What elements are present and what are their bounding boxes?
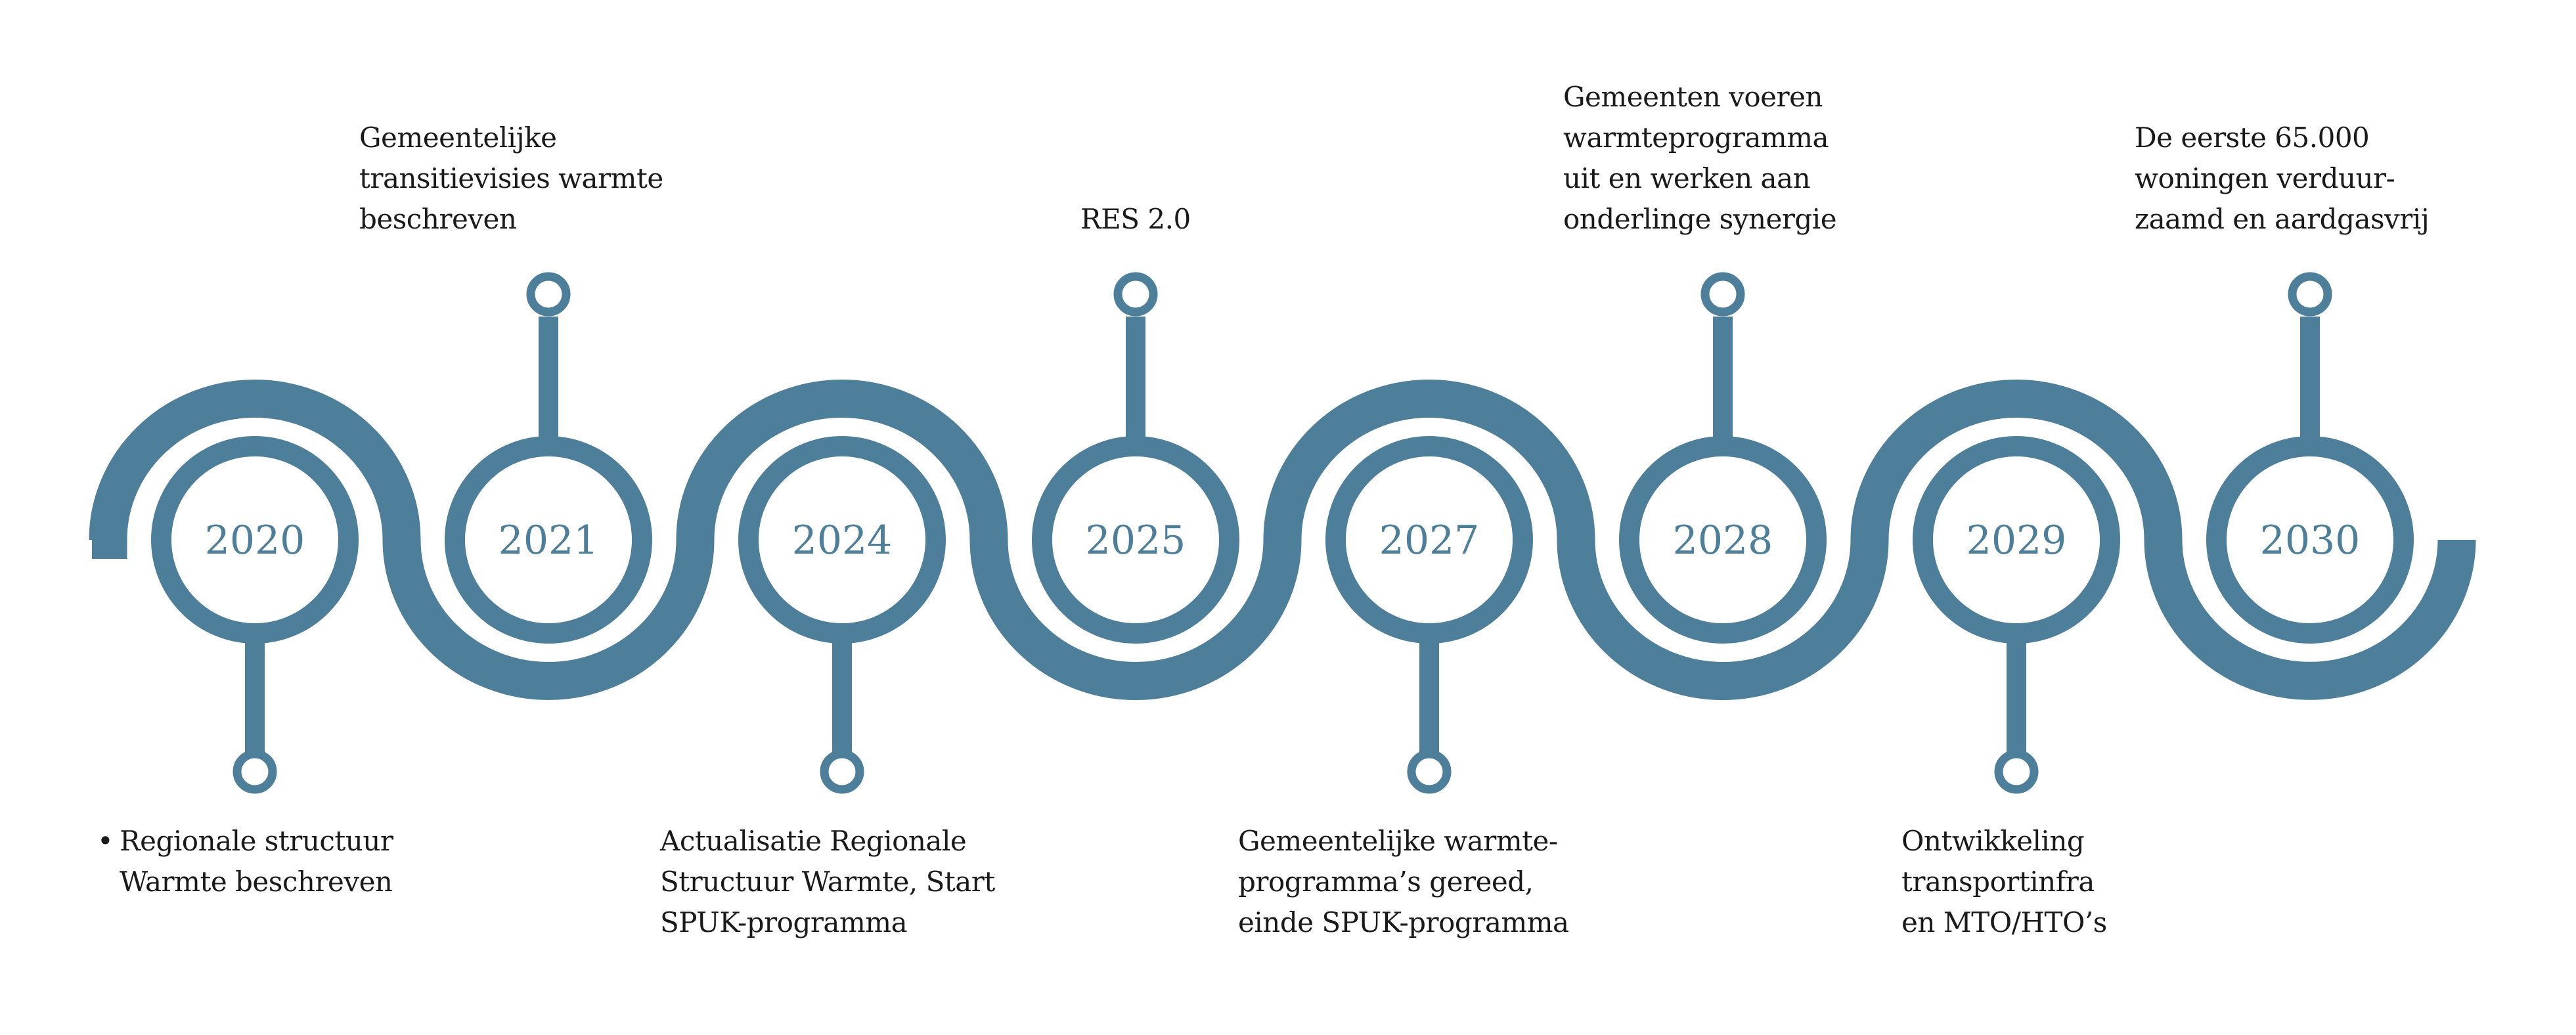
annotation-line: transitievisies warmte [359,162,663,194]
year-label: 2020 [205,518,305,563]
marker-ring-icon [2288,272,2332,317]
year-ring [1619,436,1827,644]
milestone-2029: 2029 Ontwikkeling transportinfra en MTO/… [1901,436,2120,938]
marker-ring-icon [233,749,277,794]
marker-ring-icon [1700,272,1745,317]
annotation-line: Structuur Warmte, Start [660,866,995,898]
year-label: 2029 [1966,518,2067,563]
milestone-2027: 2027 Gemeentelijke warmte- programma’s g… [1238,436,1569,938]
year-label: 2025 [1086,518,1186,563]
annotation-line: programma’s gereed, [1238,866,1533,898]
year-ring [1325,436,1533,644]
year-label: 2030 [2260,518,2361,563]
year-ring [1913,436,2120,644]
marker-ring-icon [1407,749,1452,794]
annotation-line: Actualisatie Regionale [659,825,966,857]
wave-path [89,380,2476,700]
annotation-line: einde SPUK-programma [1238,906,1569,938]
annotation-line: RES 2.0 [1080,203,1191,235]
year-label: 2028 [1673,518,1773,563]
milestone-2030: 2030 De eerste 65.000 woningen verduur- … [2135,121,2430,644]
year-label: 2024 [792,518,893,563]
year-ring [738,436,946,644]
milestone-2024: 2024 Actualisatie Regionale Structuur Wa… [659,436,996,938]
year-ring [151,436,359,644]
marker-ring-icon [820,749,864,794]
annotation-line: en MTO/HTO’s [1901,906,2107,938]
annotation-line: warmteprogramma [1563,121,1829,154]
marker-ring-icon [1994,749,2039,794]
marker-ring-icon [1113,272,1158,317]
year-ring [2206,436,2414,644]
milestone-2021: 2021 Gemeentelijke transitievisies warmt… [359,121,663,644]
annotation-line: De eerste 65.000 [2135,121,2369,154]
annotation-line: Ontwikkeling [1901,825,2084,857]
year-ring [445,436,652,644]
annotation-line: Gemeentelijke [359,121,556,154]
annotation-line: Gemeenten voeren [1563,81,1823,113]
annotation-line: onderlinge synergie [1563,203,1836,235]
marker-ring-icon [526,272,571,317]
annotation-line: transportinfra [1901,866,2095,898]
year-label: 2021 [499,518,599,563]
annotation-line: SPUK-programma [660,906,907,938]
annotation-line: Gemeentelijke warmte- [1238,825,1558,857]
annotation-line: uit en werken aan [1563,162,1810,194]
milestone-2028: 2028 Gemeenten voeren warmteprogramma ui… [1563,81,1837,644]
milestone-2020: 2020 • Regionale structuur Warmte beschr… [97,436,394,898]
annotation-line: Warmte beschreven [120,866,392,898]
annotation-line: Regionale structuur [120,825,394,857]
annotation-line: woningen verduur- [2135,162,2395,194]
annotation-line: beschreven [359,203,516,235]
year-ring [1032,436,1239,644]
annotation-line: zaamd en aardgasvrij [2135,203,2429,235]
year-label: 2027 [1379,518,1480,563]
annotation-bullet: • [97,825,113,857]
milestone-2025: 2025 RES 2.0 [1032,203,1239,644]
